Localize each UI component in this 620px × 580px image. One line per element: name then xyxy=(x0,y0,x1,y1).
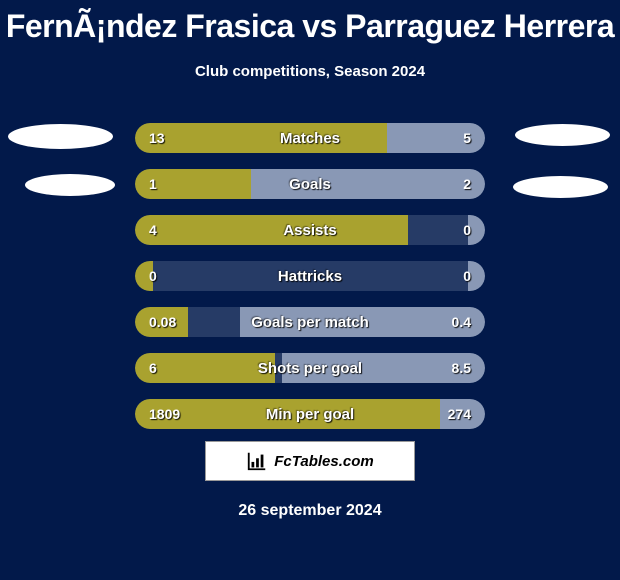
stat-label: Goals xyxy=(135,169,485,199)
stat-row: 1809274Min per goal xyxy=(135,399,485,429)
page-title: FernÃ¡ndez Frasica vs Parraguez Herrera xyxy=(0,0,620,45)
chart-icon xyxy=(246,450,268,472)
stat-row: 0.080.4Goals per match xyxy=(135,307,485,337)
player1-club-logo-2 xyxy=(25,174,115,196)
footer-date: 26 september 2024 xyxy=(0,502,620,520)
stat-label: Matches xyxy=(135,123,485,153)
credit-text: FcTables.com xyxy=(274,453,373,470)
stat-label: Shots per goal xyxy=(135,353,485,383)
comparison-bars: 135Matches 12Goals 40Assists 00Hattricks 0.0… xyxy=(135,123,485,445)
stat-row: 68.5Shots per goal xyxy=(135,353,485,383)
player1-club-logo-1 xyxy=(8,124,113,149)
stat-row: 00Hattricks xyxy=(135,261,485,291)
stat-label: Min per goal xyxy=(135,399,485,429)
stat-label: Assists xyxy=(135,215,485,245)
stat-label: Hattricks xyxy=(135,261,485,291)
stat-row: 12Goals xyxy=(135,169,485,199)
stat-label: Goals per match xyxy=(135,307,485,337)
stat-row: 40Assists xyxy=(135,215,485,245)
player2-club-logo-1 xyxy=(515,124,610,146)
player2-club-logo-2 xyxy=(513,176,608,198)
credit-badge: FcTables.com xyxy=(205,441,415,481)
page-subtitle: Club competitions, Season 2024 xyxy=(0,63,620,80)
stat-row: 135Matches xyxy=(135,123,485,153)
